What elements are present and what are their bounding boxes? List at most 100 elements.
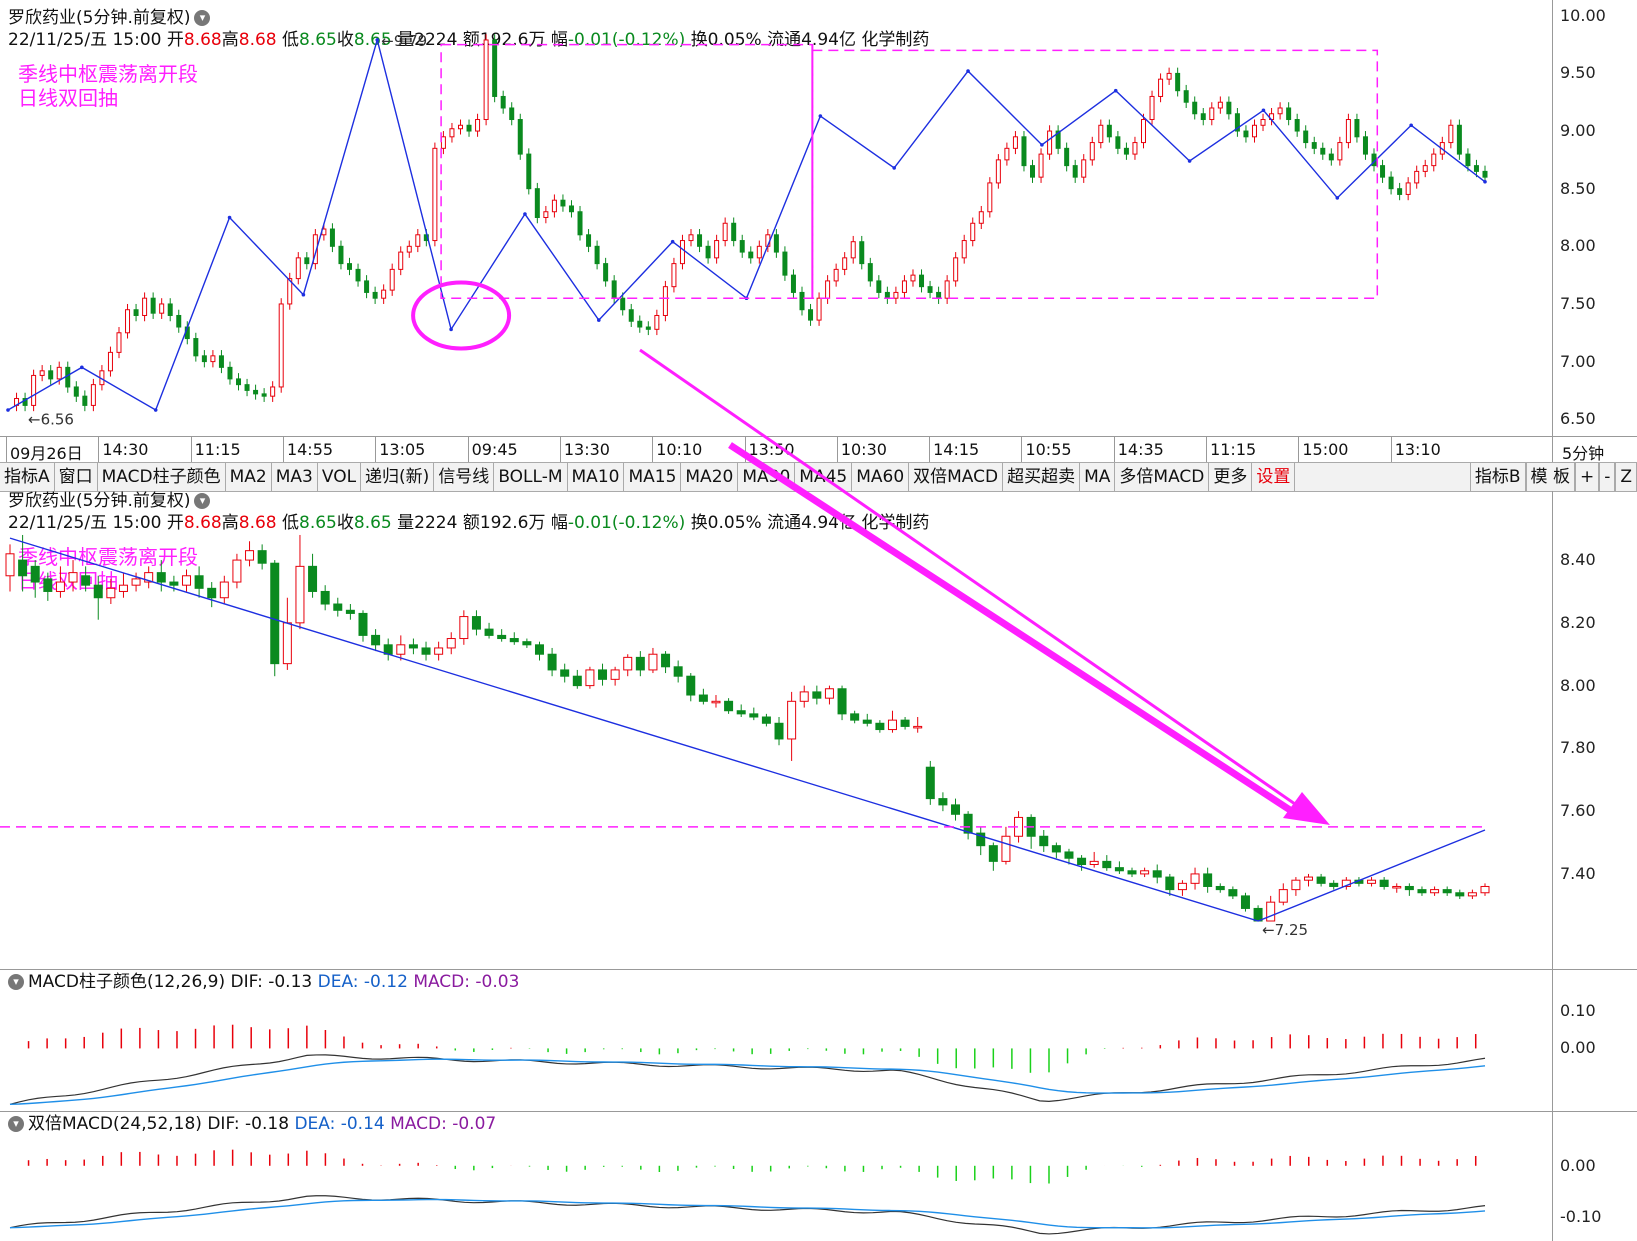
lower-chart-pane: 罗欣药业(5分钟.前复权) ▾ 22/11/25/五 15:00 开8.68高8.…: [0, 491, 1637, 969]
price-candle: [466, 124, 472, 132]
collapse-icon[interactable]: ▾: [8, 1116, 24, 1132]
candle-body: [459, 616, 469, 640]
price-candle: [1414, 170, 1420, 184]
price-candle: [893, 291, 899, 299]
y-tick-label: 7.60: [1560, 801, 1596, 821]
candle-body: [1278, 889, 1288, 903]
toolbar-item[interactable]: 双倍MACD: [909, 463, 1004, 491]
price-candle: [773, 234, 779, 253]
toolbar-item[interactable]: MA2: [226, 463, 272, 491]
toolbar-item[interactable]: MA60: [852, 463, 910, 491]
price-candle: [927, 286, 933, 293]
candle-body: [1455, 892, 1465, 897]
indicator-toolbar: 指标A 窗口 MACD柱子颜色 MA2 MA3 VOL 递归(新) 信号线 BOLL-M MA10…: [0, 462, 1637, 492]
toolbar-item[interactable]: 更多: [1209, 463, 1253, 491]
candle-body: [1291, 879, 1301, 891]
toolbar-item[interactable]: 递归(新): [361, 463, 435, 491]
pivot-box-2: [811, 49, 1379, 299]
candle-body: [585, 669, 595, 687]
x-tick: [1206, 437, 1208, 463]
price-candle: [1465, 153, 1471, 167]
y-tick-label: 7.40: [1560, 863, 1596, 883]
lower-kline-chart: ←7.25: [0, 534, 1490, 939]
candle-body: [320, 590, 330, 605]
price-candle: [1115, 136, 1121, 149]
price-candle: [1012, 136, 1018, 149]
high-value: 8.68: [238, 513, 277, 533]
toolbar-item[interactable]: 超买超卖: [1003, 463, 1081, 491]
candle-body: [257, 550, 267, 564]
candle-body: [1316, 876, 1326, 884]
price-candle: [201, 355, 207, 363]
collapse-icon[interactable]: ▾: [8, 974, 24, 990]
toolbar-item[interactable]: MA30: [738, 463, 796, 491]
candle-body: [1001, 835, 1011, 862]
candle-body: [610, 669, 620, 680]
x-tick: [190, 437, 192, 463]
candle-body: [471, 616, 481, 630]
candle-body: [963, 813, 973, 834]
candle-body: [787, 700, 797, 740]
toolbar-item[interactable]: BOLL-M: [494, 463, 568, 491]
toolbar-item[interactable]: 设置: [1252, 463, 1296, 491]
price-candle: [1175, 72, 1181, 92]
chg-label: 幅: [550, 513, 568, 533]
toolbar-right-item[interactable]: -: [1599, 463, 1616, 491]
macd2-header: ▾ 双倍MACD(24,52,18) DIF: -0.18 DEA: -0.14 …: [8, 1114, 496, 1134]
price-candle: [381, 289, 387, 299]
price-candle: [1277, 107, 1283, 115]
toolbar-right-item[interactable]: 模 板: [1525, 463, 1575, 491]
toolbar-item[interactable]: MA20: [681, 463, 739, 491]
toolbar-item[interactable]: MA15: [624, 463, 682, 491]
price-candle: [1030, 165, 1036, 178]
toolbar-item[interactable]: MA3: [272, 463, 318, 491]
candle-body: [194, 575, 204, 589]
price-candle: [176, 314, 182, 328]
candle-body: [1177, 882, 1187, 891]
candle-body: [131, 578, 141, 586]
period-button[interactable]: 5分钟: [1562, 444, 1605, 463]
toolbar-item[interactable]: 窗口: [55, 463, 98, 491]
candle-body: [623, 656, 633, 671]
close-value: 8.65: [353, 513, 392, 533]
dropdown-icon[interactable]: ▾: [194, 10, 211, 26]
y-tick-label: 9.00: [1560, 121, 1596, 141]
toolbar-item[interactable]: MA: [1080, 463, 1116, 491]
quote-date: 22/11/25/五 15:00: [8, 513, 162, 533]
x-tick-label: 10:30: [840, 440, 887, 459]
macd2-label: 双倍MACD(24,52,18): [28, 1114, 202, 1134]
price-candle: [1004, 147, 1010, 161]
price-candle: [594, 245, 600, 265]
toolbar-item[interactable]: 多倍MACD: [1115, 463, 1210, 491]
period-label: (5分钟.前复权): [76, 8, 191, 28]
price-candle: [739, 240, 745, 253]
toolbar-right-item[interactable]: 指标B: [1469, 463, 1526, 491]
price-candle: [406, 245, 412, 253]
zigzag-vertex: [670, 239, 675, 244]
close-label: 收: [336, 513, 354, 533]
price-candle: [808, 309, 814, 321]
price-candle: [1038, 153, 1044, 178]
price-candle: [560, 199, 566, 207]
price-candle: [261, 393, 267, 397]
price-candle: [415, 234, 421, 247]
price-candle: [1158, 78, 1164, 97]
toolbar-item[interactable]: VOL: [318, 463, 362, 491]
price-candle: [1200, 113, 1206, 121]
toolbar-item[interactable]: 指标A: [0, 463, 55, 491]
price-candle: [1380, 165, 1386, 178]
price-candle: [833, 268, 839, 282]
toolbar-right-item[interactable]: +: [1574, 463, 1600, 491]
dropdown-icon[interactable]: ▾: [194, 493, 211, 509]
macd1-dif: DIF: -0.13: [230, 972, 313, 992]
zigzag-vertex: [449, 327, 453, 332]
toolbar-item[interactable]: 信号线: [434, 463, 495, 491]
toolbar-item[interactable]: MA10: [568, 463, 625, 491]
toolbar-item[interactable]: MACD柱子颜色: [98, 463, 226, 491]
y-tick-label: 0.00: [1560, 1155, 1596, 1175]
candle-body: [560, 669, 570, 677]
low-label: 低: [282, 513, 300, 533]
note-line2: 日线双回抽: [18, 86, 118, 110]
zigzag-vertex: [966, 69, 970, 73]
price-candle: [244, 384, 250, 391]
